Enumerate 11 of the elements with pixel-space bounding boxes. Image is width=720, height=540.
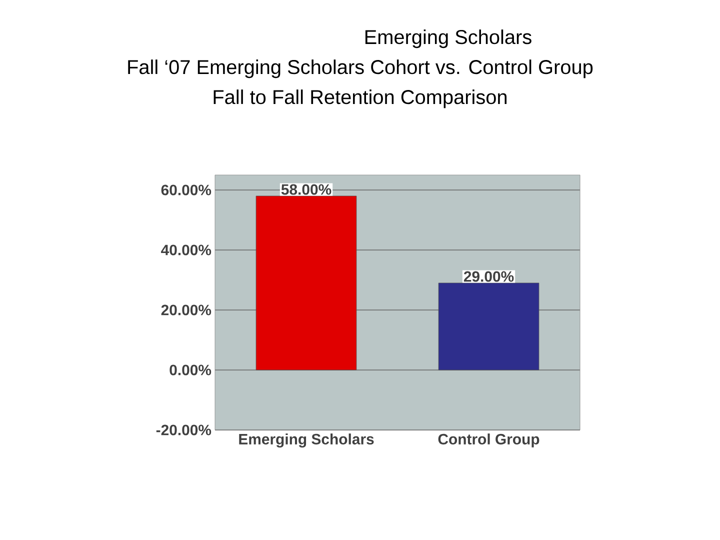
text: Fall to Fall Retention Comparison (214, 90, 506, 108)
y-tick-label: 0.00% (170, 364, 212, 376)
y-tick-label: 60.00% (161, 184, 212, 196)
y-tick-label: -20.00% (156, 424, 212, 436)
y-tick-label: 20.00% (161, 304, 212, 316)
y-tick-label: 40.00% (161, 244, 212, 256)
chart-title: Emerging Scholars (365, 30, 532, 48)
data-label: 58.00% (281, 184, 332, 195)
chart-subtitle: Fall ‘07 Emerging Scholars Cohort vs. Control Group (128, 60, 593, 78)
data-label: 29.00% (464, 271, 514, 282)
x-tick-label: Control Group (438, 434, 540, 448)
